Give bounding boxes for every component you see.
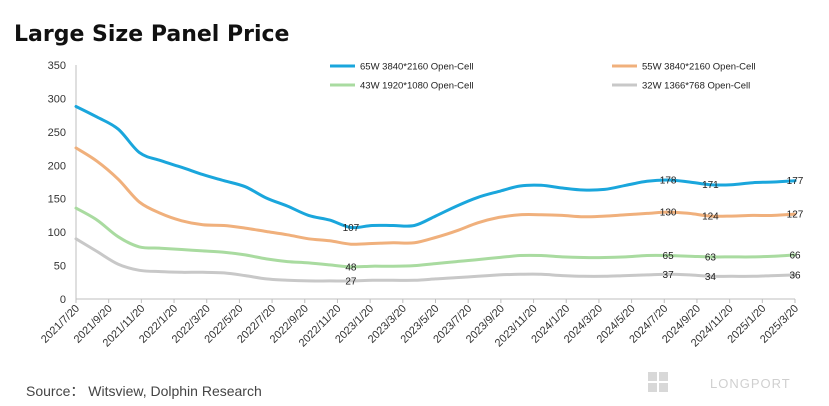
y-tick-label: 300: [48, 93, 66, 105]
longport-logo: LONGPORT: [648, 372, 791, 392]
axes: 0501001502002503003502021/7/202021/9/202…: [39, 60, 801, 349]
data-label: 178: [660, 175, 677, 186]
y-tick-label: 150: [48, 194, 66, 206]
y-tick-label: 350: [48, 60, 66, 72]
data-label: 36: [789, 270, 801, 281]
series-line-32w: [74, 237, 797, 283]
series-line-43w: [74, 206, 797, 269]
series-line-65w: [74, 105, 797, 230]
legend-label: 43W 1920*1080 Open-Cell: [360, 81, 474, 92]
data-label: 34: [705, 272, 717, 283]
data-label: 65: [663, 251, 675, 262]
data-label: 171: [702, 180, 719, 191]
legend: 65W 3840*2160 Open-Cell 55W 3840*2160 Ope…: [330, 62, 756, 92]
source-note: Source： Witsview, Dolphin Research: [26, 383, 262, 399]
chart-title: Large Size Panel Price: [14, 22, 289, 47]
y-tick-label: 250: [48, 127, 66, 139]
legend-label: 32W 1366*768 Open-Cell: [642, 81, 750, 92]
data-label: 63: [705, 252, 717, 263]
data-label: 37: [663, 270, 675, 281]
y-tick-label: 200: [48, 160, 66, 172]
logo-mark-3: [648, 383, 657, 392]
logo-mark-4: [659, 383, 668, 392]
logo-mark-2: [659, 372, 668, 381]
logo-text: LONGPORT: [710, 376, 791, 391]
logo-mark-1: [648, 372, 657, 381]
data-label: 177: [787, 176, 804, 187]
y-tick-label: 0: [60, 294, 66, 306]
data-label: 127: [787, 210, 804, 221]
series-lines: [74, 105, 797, 283]
legend-label: 65W 3840*2160 Open-Cell: [360, 62, 474, 73]
series-line-55w: [74, 146, 797, 246]
data-label: 130: [660, 208, 677, 219]
data-label: 107: [343, 223, 360, 234]
legend-label: 55W 3840*2160 Open-Cell: [642, 62, 756, 73]
y-tick-label: 100: [48, 227, 66, 239]
data-label: 66: [789, 250, 801, 261]
data-label: 27: [345, 276, 357, 287]
data-labels: 107 178 171 177 130 124 127 48 65 63 66 27 37 34 36: [343, 175, 804, 287]
y-tick-label: 50: [54, 261, 66, 273]
data-label: 48: [345, 262, 357, 273]
data-label: 124: [702, 212, 719, 223]
